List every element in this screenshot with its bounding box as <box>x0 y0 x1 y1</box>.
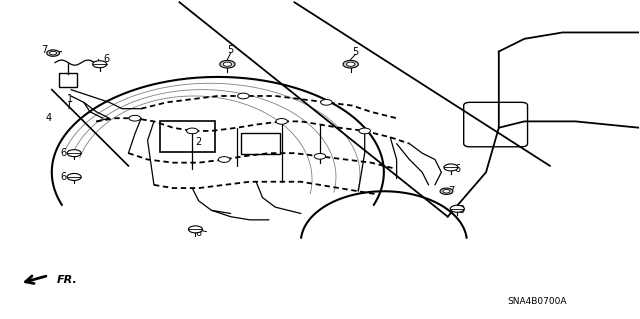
Circle shape <box>129 115 141 121</box>
Text: 7: 7 <box>449 186 454 196</box>
Circle shape <box>276 119 287 124</box>
FancyBboxPatch shape <box>241 133 280 154</box>
Text: 3: 3 <box>459 205 465 215</box>
Text: 5: 5 <box>352 47 358 56</box>
Circle shape <box>49 51 56 55</box>
Circle shape <box>67 174 81 181</box>
Circle shape <box>67 150 81 157</box>
Circle shape <box>346 62 355 66</box>
Circle shape <box>186 128 198 134</box>
Text: 4: 4 <box>45 113 52 123</box>
Circle shape <box>188 226 202 233</box>
Circle shape <box>223 62 232 66</box>
Circle shape <box>444 164 458 171</box>
FancyBboxPatch shape <box>464 102 527 147</box>
Circle shape <box>443 189 450 193</box>
Text: SNA4B0700A: SNA4B0700A <box>508 297 567 306</box>
Circle shape <box>343 60 358 68</box>
Circle shape <box>47 50 60 56</box>
Circle shape <box>321 100 332 105</box>
Text: 2: 2 <box>196 137 202 147</box>
Circle shape <box>237 93 249 99</box>
Text: 6: 6 <box>103 55 109 64</box>
Text: 7: 7 <box>41 45 47 55</box>
Text: FR.: FR. <box>57 275 77 285</box>
FancyBboxPatch shape <box>60 73 77 87</box>
Circle shape <box>220 60 235 68</box>
Circle shape <box>314 153 326 159</box>
Text: 6: 6 <box>196 227 202 238</box>
Text: 5: 5 <box>227 45 234 55</box>
Text: 6: 6 <box>454 164 460 174</box>
FancyBboxPatch shape <box>161 122 214 152</box>
Circle shape <box>451 205 465 212</box>
Text: 6: 6 <box>60 172 67 182</box>
Circle shape <box>218 157 230 162</box>
Text: 6: 6 <box>60 148 67 158</box>
Circle shape <box>93 61 107 68</box>
Text: 1: 1 <box>67 94 73 104</box>
Circle shape <box>359 128 371 134</box>
Circle shape <box>440 188 453 195</box>
